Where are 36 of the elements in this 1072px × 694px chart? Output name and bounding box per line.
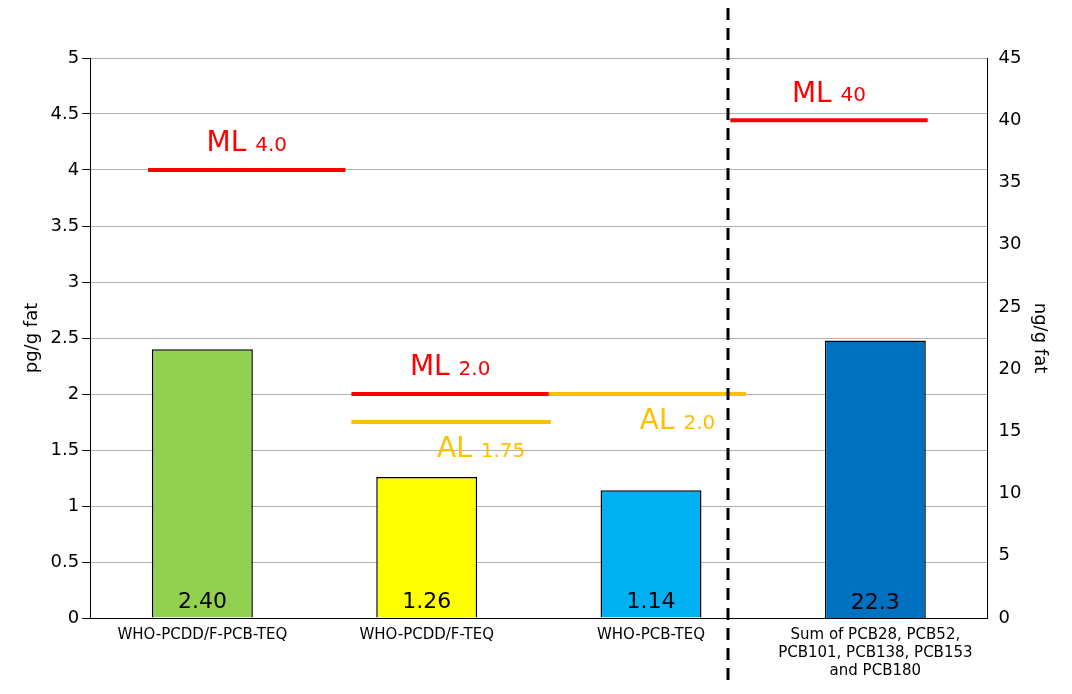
y2-tick-label: 25	[998, 294, 1022, 316]
y-tick-label: 2	[67, 381, 80, 403]
y-tick-label: 0.5	[50, 549, 80, 571]
y-tick-label: 5	[67, 45, 80, 67]
y-tick-label: 4	[67, 157, 80, 179]
y2-tick-label: 30	[998, 232, 1022, 254]
ref-line-label: ML 40	[791, 75, 867, 109]
y-tick-label: 2.5	[50, 325, 80, 347]
y-tick-label: 0	[67, 605, 80, 627]
y2-axis-title: ng/g fat	[1030, 302, 1052, 374]
y2-tick-label: 15	[998, 419, 1022, 441]
y2-tick-label: 40	[998, 107, 1022, 129]
y-axis-title: pg/g fat	[20, 302, 42, 374]
ref-line-label: ML 2.0	[409, 349, 491, 383]
data-label: 1.14	[626, 588, 676, 614]
y-tick-label: 3	[67, 269, 80, 291]
data-label: 22.3	[850, 588, 900, 614]
y2-tick-label: 5	[998, 543, 1010, 565]
y-tick-label: 3.5	[50, 213, 80, 235]
y2-tick-label: 45	[998, 45, 1022, 67]
ref-line-label: AL 2.0	[639, 403, 716, 437]
x-tick-label: WHO-PCDD/F-PCB-TEQ	[117, 624, 288, 643]
x-tick-label: Sum of PCB28, PCB52, PCB101, PCB138, PCB153 and PCB180	[778, 624, 973, 679]
y2-tick-label: 0	[998, 605, 1010, 627]
data-label: 2.40	[177, 588, 227, 614]
x-tick-label: WHO-PCB-TEQ	[597, 624, 706, 643]
y-tick-label: 1.5	[50, 437, 80, 459]
y-tick-label: 4.5	[50, 101, 80, 123]
data-label: 1.26	[402, 588, 452, 614]
y2-tick-label: 10	[998, 481, 1022, 503]
y2-tick-label: 35	[998, 170, 1022, 192]
y-tick-label: 1	[67, 493, 80, 515]
y2-tick-label: 20	[998, 356, 1022, 378]
x-tick-label: WHO-PCDD/F-TEQ	[359, 624, 494, 643]
ref-line-label: ML 4.0	[206, 125, 287, 159]
ref-line-label: AL 1.75	[437, 431, 526, 465]
